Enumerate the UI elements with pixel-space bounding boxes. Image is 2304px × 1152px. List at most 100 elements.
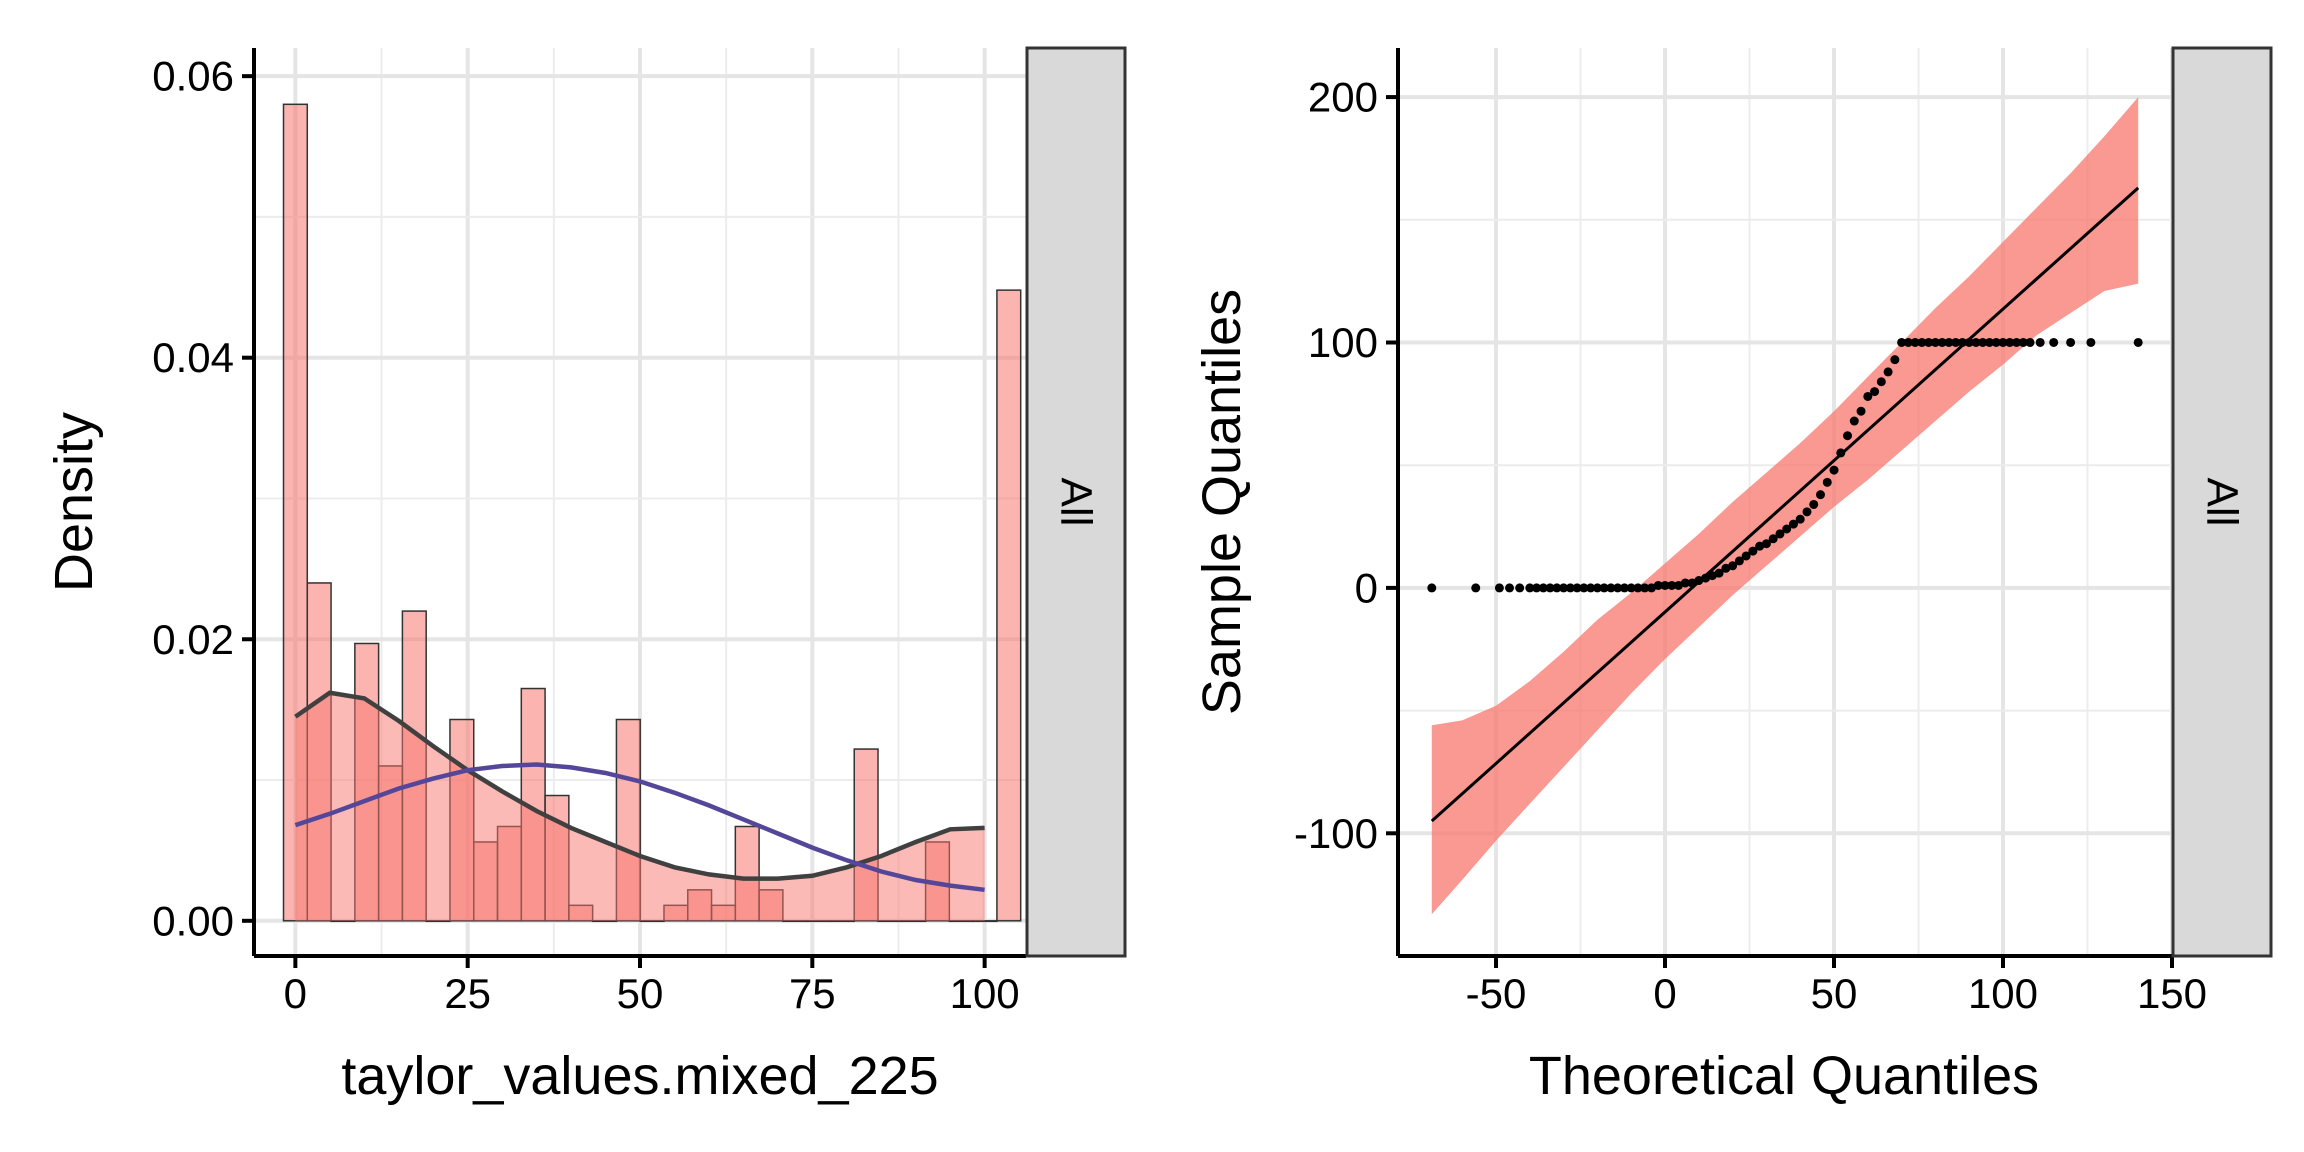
kernel-density-fill: [295, 692, 985, 921]
qq-point: [1565, 583, 1575, 593]
histogram-facet-strip: [1025, 46, 1127, 958]
qq-y-tick-label: 100: [1308, 319, 1378, 366]
histogram-bar: [805, 920, 832, 923]
qq-point: [1937, 337, 1947, 347]
qq-point: [1802, 507, 1812, 517]
qq-point: [1775, 529, 1785, 539]
histogram-y-tick-label: 0.04: [152, 334, 234, 381]
qq-point: [1606, 583, 1616, 593]
qq-point: [1971, 337, 1981, 347]
histogram-x-tick-label: 100: [950, 970, 1020, 1017]
qq-point: [1728, 561, 1738, 571]
qq-point: [1707, 571, 1717, 581]
qq-point: [1471, 583, 1481, 593]
qq-point: [1572, 583, 1582, 593]
qq-point: [1829, 465, 1839, 475]
qq-point: [1552, 583, 1562, 593]
histogram-bar: [996, 289, 1022, 922]
qq-point: [1525, 583, 1535, 593]
qq-point: [1870, 387, 1880, 397]
histogram-facet-label: All: [1052, 478, 1101, 527]
qq-point: [1863, 391, 1873, 401]
kernel-density-curve: [294, 690, 985, 881]
qq-point: [1694, 576, 1704, 586]
qq-point: [1653, 580, 1663, 590]
qq-point: [1991, 337, 2001, 347]
histogram-bar: [425, 920, 451, 923]
qq-point: [1599, 583, 1609, 593]
qq-y-tick-label: -100: [1294, 810, 1378, 857]
qq-facet-label: All: [2198, 478, 2247, 527]
qq-point: [1809, 499, 1819, 509]
qq-point: [1795, 514, 1805, 524]
qq-point: [1883, 367, 1893, 377]
qq-point: [2049, 337, 2059, 347]
histogram-y-axis-title: Density: [44, 412, 104, 592]
qq-x-axis-title: Theoretical Quantiles: [1529, 1046, 2039, 1106]
histogram-y-tick-label: 0.02: [152, 616, 234, 663]
qq-point: [1910, 337, 1920, 347]
qq-point: [1515, 583, 1525, 593]
histogram-bar: [591, 920, 618, 923]
qq-point: [1788, 519, 1798, 529]
qq-point: [1579, 583, 1589, 593]
qq-point: [1768, 534, 1778, 544]
histogram-x-tick-label: 0: [284, 970, 307, 1017]
qq-point: [1538, 583, 1548, 593]
histogram-bar: [877, 920, 903, 923]
qq-point: [1836, 448, 1846, 458]
qq-point: [1505, 583, 1515, 593]
qq-point: [1897, 337, 1907, 347]
qq-point: [1843, 431, 1853, 441]
qq-reference-line: [1430, 186, 2140, 823]
qq-point: [1427, 583, 1437, 593]
qq-point: [1903, 337, 1913, 347]
histogram-panel: 0.00 0.02 0.04 0.06 0 25 50 75 100 taylor_value…: [44, 46, 1127, 1106]
qq-point: [1755, 541, 1765, 551]
qq-point: [1998, 337, 2008, 347]
qq-point: [1876, 377, 1886, 387]
qq-point: [1680, 578, 1690, 588]
qq-point: [1815, 490, 1825, 500]
qq-x-tick-label: 0: [1653, 970, 1676, 1017]
histogram-bar: [782, 920, 808, 923]
qq-point: [1660, 580, 1670, 590]
qq-point: [1633, 583, 1643, 593]
qq-point: [1494, 583, 1504, 593]
qq-point: [1917, 337, 1927, 347]
qq-point: [1890, 355, 1900, 365]
histogram-bar: [948, 920, 974, 923]
qq-point: [1592, 583, 1602, 593]
qq-point: [1856, 406, 1866, 416]
qq-x-tick-label: 100: [1968, 970, 2038, 1017]
qq-point: [1687, 578, 1697, 588]
qq-point: [2133, 337, 2143, 347]
qq-points: [1427, 337, 2143, 593]
qq-x-ticks: -50 0 50 100 150: [1466, 956, 2207, 1017]
qq-facet-strip: [2171, 46, 2273, 958]
qq-point: [1849, 416, 1859, 426]
qq-point: [1924, 337, 1934, 347]
qq-point: [2012, 337, 2022, 347]
qq-point: [1613, 583, 1623, 593]
qq-point: [1782, 524, 1792, 534]
qq-point: [1714, 568, 1724, 578]
qq-point: [1761, 539, 1771, 549]
qq-point: [1930, 337, 1940, 347]
histogram-bar: [829, 920, 855, 923]
qq-point: [2018, 337, 2028, 347]
histogram-y-tick-label: 0.00: [152, 897, 234, 944]
qq-point: [1626, 583, 1636, 593]
qq-panel: -100 0 100 200 -50 0 50 100 150 Theoretical Qua…: [1192, 46, 2273, 1106]
normal-density-curve: [294, 762, 985, 893]
histogram-y-tick-label: 0.06: [152, 53, 234, 100]
histogram-bar: [972, 920, 998, 923]
qq-point: [2005, 337, 2015, 347]
qq-point: [1545, 583, 1555, 593]
qq-point: [1674, 580, 1684, 590]
qq-point: [1619, 583, 1629, 593]
qq-point: [1559, 583, 1569, 593]
histogram-x-tick-label: 50: [617, 970, 664, 1017]
qq-x-tick-label: -50: [1466, 970, 1527, 1017]
